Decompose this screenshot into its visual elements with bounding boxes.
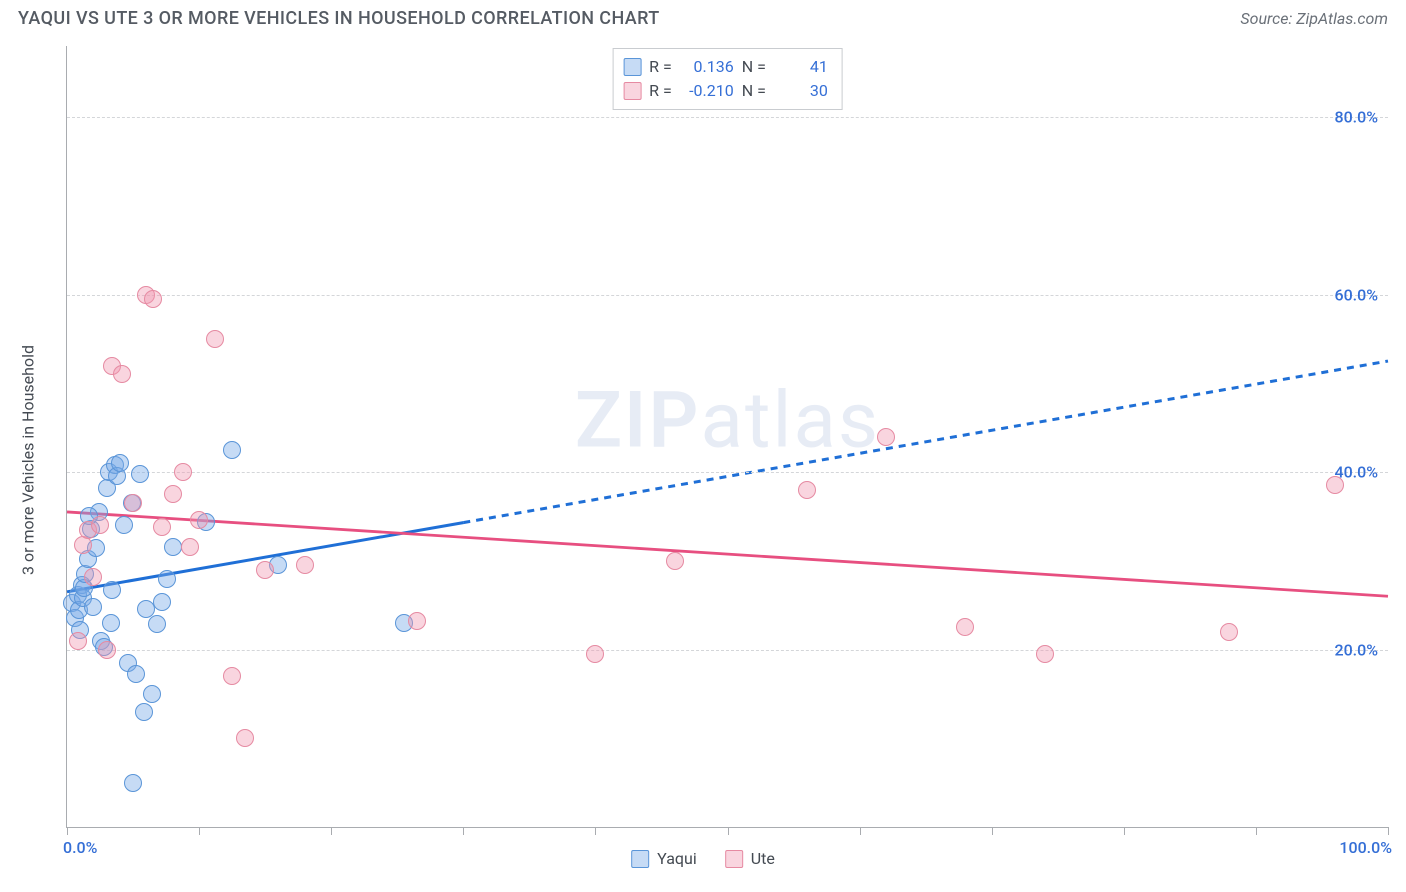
x-tick-mark: [1124, 827, 1125, 835]
x-label-max: 100.0%: [1339, 838, 1392, 857]
legend-label-ute: Ute: [751, 849, 775, 868]
data-point: [206, 330, 224, 348]
y-tick-label: 60.0%: [1334, 285, 1378, 304]
stats-legend-box: R = 0.136 N = 41 R = -0.210 N = 30: [612, 48, 843, 110]
x-tick-mark: [331, 827, 332, 835]
y-tick-label: 20.0%: [1334, 640, 1378, 659]
data-point: [1220, 623, 1238, 641]
data-point: [1036, 645, 1054, 663]
swatch-yaqui: [623, 58, 641, 76]
x-tick-mark: [463, 827, 464, 835]
data-point: [956, 618, 974, 636]
watermark: ZIPatlas: [575, 375, 880, 466]
data-point: [1326, 476, 1344, 494]
swatch-ute: [623, 82, 641, 100]
legend-item-yaqui: Yaqui: [631, 849, 697, 868]
x-tick-mark: [67, 827, 68, 835]
legend-item-ute: Ute: [725, 849, 775, 868]
trend-lines-layer: [67, 46, 1388, 827]
n-label: N =: [742, 79, 766, 103]
x-tick-mark: [728, 827, 729, 835]
r-label: R =: [649, 79, 672, 103]
y-axis-label: 3 or more Vehicles in Household: [19, 345, 38, 575]
gridline: [67, 472, 1388, 473]
x-tick-mark: [992, 827, 993, 835]
data-point: [158, 570, 176, 588]
data-point: [113, 365, 131, 383]
data-point: [98, 641, 116, 659]
header-bar: YAQUI VS UTE 3 OR MORE VEHICLES IN HOUSE…: [0, 0, 1406, 41]
data-point: [131, 465, 149, 483]
data-point: [164, 538, 182, 556]
data-point: [144, 290, 162, 308]
data-point: [296, 556, 314, 574]
data-point: [91, 516, 109, 534]
r-value-ute: -0.210: [680, 79, 734, 103]
data-point: [143, 685, 161, 703]
data-point: [124, 774, 142, 792]
data-point: [164, 485, 182, 503]
data-point: [115, 516, 133, 534]
x-tick-mark: [595, 827, 596, 835]
data-point: [84, 568, 102, 586]
n-label: N =: [742, 55, 766, 79]
data-point: [666, 552, 684, 570]
n-value-yaqui: 41: [774, 55, 828, 79]
data-point: [877, 428, 895, 446]
legend-bottom: Yaqui Ute: [631, 849, 775, 868]
source-label: Source: ZipAtlas.com: [1240, 9, 1388, 28]
data-point: [174, 463, 192, 481]
swatch-yaqui: [631, 850, 649, 868]
x-label-min: 0.0%: [63, 838, 97, 857]
data-point: [84, 598, 102, 616]
data-point: [135, 703, 153, 721]
data-point: [798, 481, 816, 499]
chart-container: 3 or more Vehicles in Household ZIPatlas…: [18, 46, 1388, 874]
y-tick-label: 80.0%: [1334, 108, 1378, 127]
data-point: [223, 441, 241, 459]
chart-title: YAQUI VS UTE 3 OR MORE VEHICLES IN HOUSE…: [18, 8, 660, 29]
data-point: [148, 615, 166, 633]
n-value-ute: 30: [774, 79, 828, 103]
plot-area: ZIPatlas R = 0.136 N = 41 R = -0.210 N =…: [66, 46, 1388, 828]
legend-label-yaqui: Yaqui: [657, 849, 697, 868]
x-tick-mark: [1256, 827, 1257, 835]
x-tick-mark: [199, 827, 200, 835]
data-point: [586, 645, 604, 663]
watermark-rest: atlas: [701, 375, 881, 466]
gridline: [67, 650, 1388, 651]
swatch-ute: [725, 850, 743, 868]
r-label: R =: [649, 55, 672, 79]
data-point: [181, 538, 199, 556]
data-point: [256, 561, 274, 579]
watermark-bold: ZIP: [575, 375, 701, 466]
data-point: [103, 581, 121, 599]
data-point: [223, 667, 241, 685]
x-tick-mark: [1388, 827, 1389, 835]
data-point: [153, 518, 171, 536]
data-point: [408, 612, 426, 630]
data-point: [236, 729, 254, 747]
stats-row-yaqui: R = 0.136 N = 41: [623, 55, 828, 79]
data-point: [124, 494, 142, 512]
data-point: [190, 511, 208, 529]
data-point: [111, 454, 129, 472]
data-point: [102, 614, 120, 632]
stats-row-ute: R = -0.210 N = 30: [623, 79, 828, 103]
data-point: [69, 632, 87, 650]
gridline: [67, 295, 1388, 296]
data-point: [153, 593, 171, 611]
x-tick-mark: [860, 827, 861, 835]
r-value-yaqui: 0.136: [680, 55, 734, 79]
gridline: [67, 117, 1388, 118]
data-point: [127, 665, 145, 683]
